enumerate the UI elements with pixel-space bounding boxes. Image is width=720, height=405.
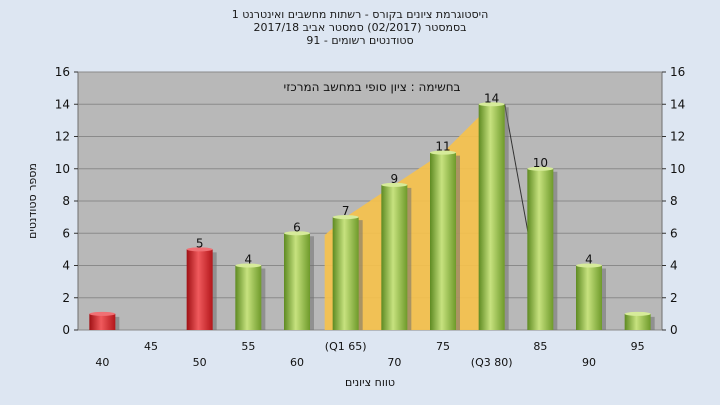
bar-top — [381, 182, 408, 187]
bar-50 — [186, 249, 213, 330]
bar-top — [89, 311, 116, 316]
bar-top — [235, 263, 262, 268]
bar-55 — [235, 265, 262, 330]
x-tick-label-lower: 40 — [95, 356, 109, 369]
y-tick-label-right: 16 — [670, 65, 685, 79]
inner-chart-label: בחשימה : ציון סופי במחשב המרכזי — [284, 80, 461, 94]
bar-80 — [478, 104, 505, 330]
y-tick-label-right: 14 — [670, 97, 685, 111]
y-tick-label-right: 2 — [670, 291, 678, 305]
x-tick-label-upper: (Q1 65) — [325, 340, 367, 353]
y-tick-label-right: 4 — [670, 259, 678, 273]
x-tick-label-upper: 55 — [241, 340, 255, 353]
x-tick-label-lower: 60 — [290, 356, 304, 369]
title-line-2: בסמסטר (02/2017) סמסטר אביב 2017/18 — [253, 21, 467, 34]
y-tick-label-left: 14 — [55, 97, 70, 111]
bar-65 — [332, 217, 359, 330]
y-tick-label-left: 8 — [62, 194, 70, 208]
x-tick-label-upper: 95 — [631, 340, 645, 353]
y-tick-label-left: 10 — [55, 162, 70, 176]
bar-85 — [527, 168, 554, 330]
bar-60 — [284, 233, 310, 330]
data-label-65: 7 — [342, 204, 350, 218]
bar-top — [332, 215, 359, 220]
chart-title: היסטוגרמת ציונים בקורס - רשתות מחשבים וא… — [0, 8, 720, 47]
bar-top — [284, 231, 310, 236]
bar-70 — [381, 184, 408, 330]
y-tick-label-right: 10 — [670, 162, 685, 176]
peak-connector-line — [504, 104, 530, 240]
y-tick-label-left: 12 — [55, 130, 70, 144]
y-tick-label-right: 0 — [670, 323, 678, 337]
data-label-80: 14 — [484, 91, 499, 105]
bar-75 — [430, 152, 456, 330]
x-tick-label-upper: 85 — [533, 340, 547, 353]
y-tick-label-right: 6 — [670, 226, 678, 240]
x-tick-label-lower: 90 — [582, 356, 596, 369]
bar-top — [430, 150, 456, 155]
y-tick-label-left: 16 — [55, 65, 70, 79]
data-label-60: 6 — [293, 220, 301, 234]
data-label-75: 11 — [435, 140, 450, 154]
bar-top — [624, 311, 651, 316]
bar-95 — [624, 313, 651, 330]
y-tick-label-left: 0 — [62, 323, 70, 337]
x-tick-label-upper: 45 — [144, 340, 158, 353]
y-tick-label-left: 6 — [62, 226, 70, 240]
data-label-70: 9 — [391, 172, 399, 186]
bar-top — [576, 263, 602, 268]
x-tick-label-upper: 75 — [436, 340, 450, 353]
x-tick-label-lower: (Q3 80) — [471, 356, 513, 369]
x-tick-label-lower: 70 — [387, 356, 401, 369]
bar-top — [527, 166, 554, 171]
data-label-85: 10 — [533, 156, 548, 170]
x-axis-title: טווח ציונים — [345, 376, 395, 389]
y-tick-label-left: 4 — [62, 259, 70, 273]
title-line-3: סטודנטים רשומים - 91 — [306, 34, 414, 47]
bar-40 — [89, 313, 116, 330]
y-tick-label-right: 8 — [670, 194, 678, 208]
bar-top — [186, 247, 213, 252]
y-axis-title: מספר סטודנטים — [26, 163, 39, 239]
y-tick-label-right: 12 — [670, 130, 685, 144]
title-line-1: היסטוגרמת ציונים בקורס - רשתות מחשבים וא… — [231, 8, 489, 21]
data-label-90: 4 — [585, 253, 593, 267]
bar-90 — [576, 265, 602, 330]
data-label-50: 5 — [196, 236, 204, 250]
y-tick-label-left: 2 — [62, 291, 70, 305]
data-label-55: 4 — [245, 253, 253, 267]
bar-top — [478, 102, 505, 107]
x-tick-label-lower: 50 — [193, 356, 207, 369]
